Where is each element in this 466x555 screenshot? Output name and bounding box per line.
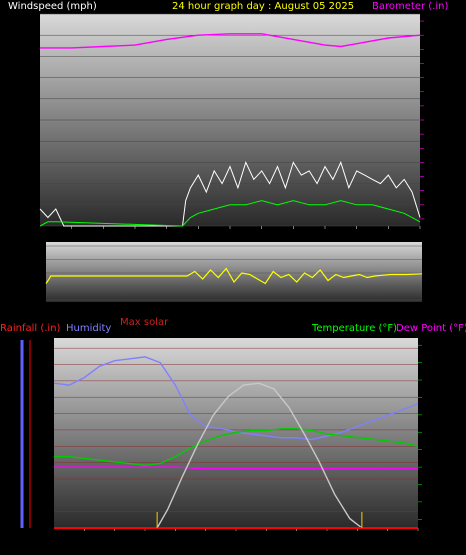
barometer-line xyxy=(40,33,421,49)
barometer-axis-label: Barometer (.in) xyxy=(372,1,448,12)
max-solar-label: Max solar xyxy=(120,317,169,328)
temp-panel-series xyxy=(53,356,419,529)
windspeed-axis-label: Windspeed (mph) xyxy=(8,1,97,12)
humidity-axis-label: Humidity xyxy=(66,323,111,334)
temperature-ticks xyxy=(418,344,422,520)
graph-title: 24 hour graph day : August 05 2025 xyxy=(172,1,354,12)
dewpoint-axis-label: Dew Point (°F) xyxy=(396,323,466,334)
max-solar-line xyxy=(156,382,363,529)
wind-panel-series xyxy=(39,33,421,227)
wind-direction-line xyxy=(45,267,423,285)
direction-panel-grid xyxy=(46,245,422,301)
barometer-ticks xyxy=(420,20,424,220)
windspeed-line xyxy=(39,161,421,227)
temp-panel-grid xyxy=(54,347,418,529)
wind-average-line xyxy=(39,200,421,227)
dewpoint-line xyxy=(54,466,418,470)
temperature-line xyxy=(54,428,419,467)
temperature-axis-label: Temperature (°F) xyxy=(311,323,397,334)
rainfall-axis-label: Rainfall (.in) xyxy=(0,323,61,334)
direction-panel-bg xyxy=(46,242,422,302)
direction-panel-series xyxy=(45,267,423,285)
